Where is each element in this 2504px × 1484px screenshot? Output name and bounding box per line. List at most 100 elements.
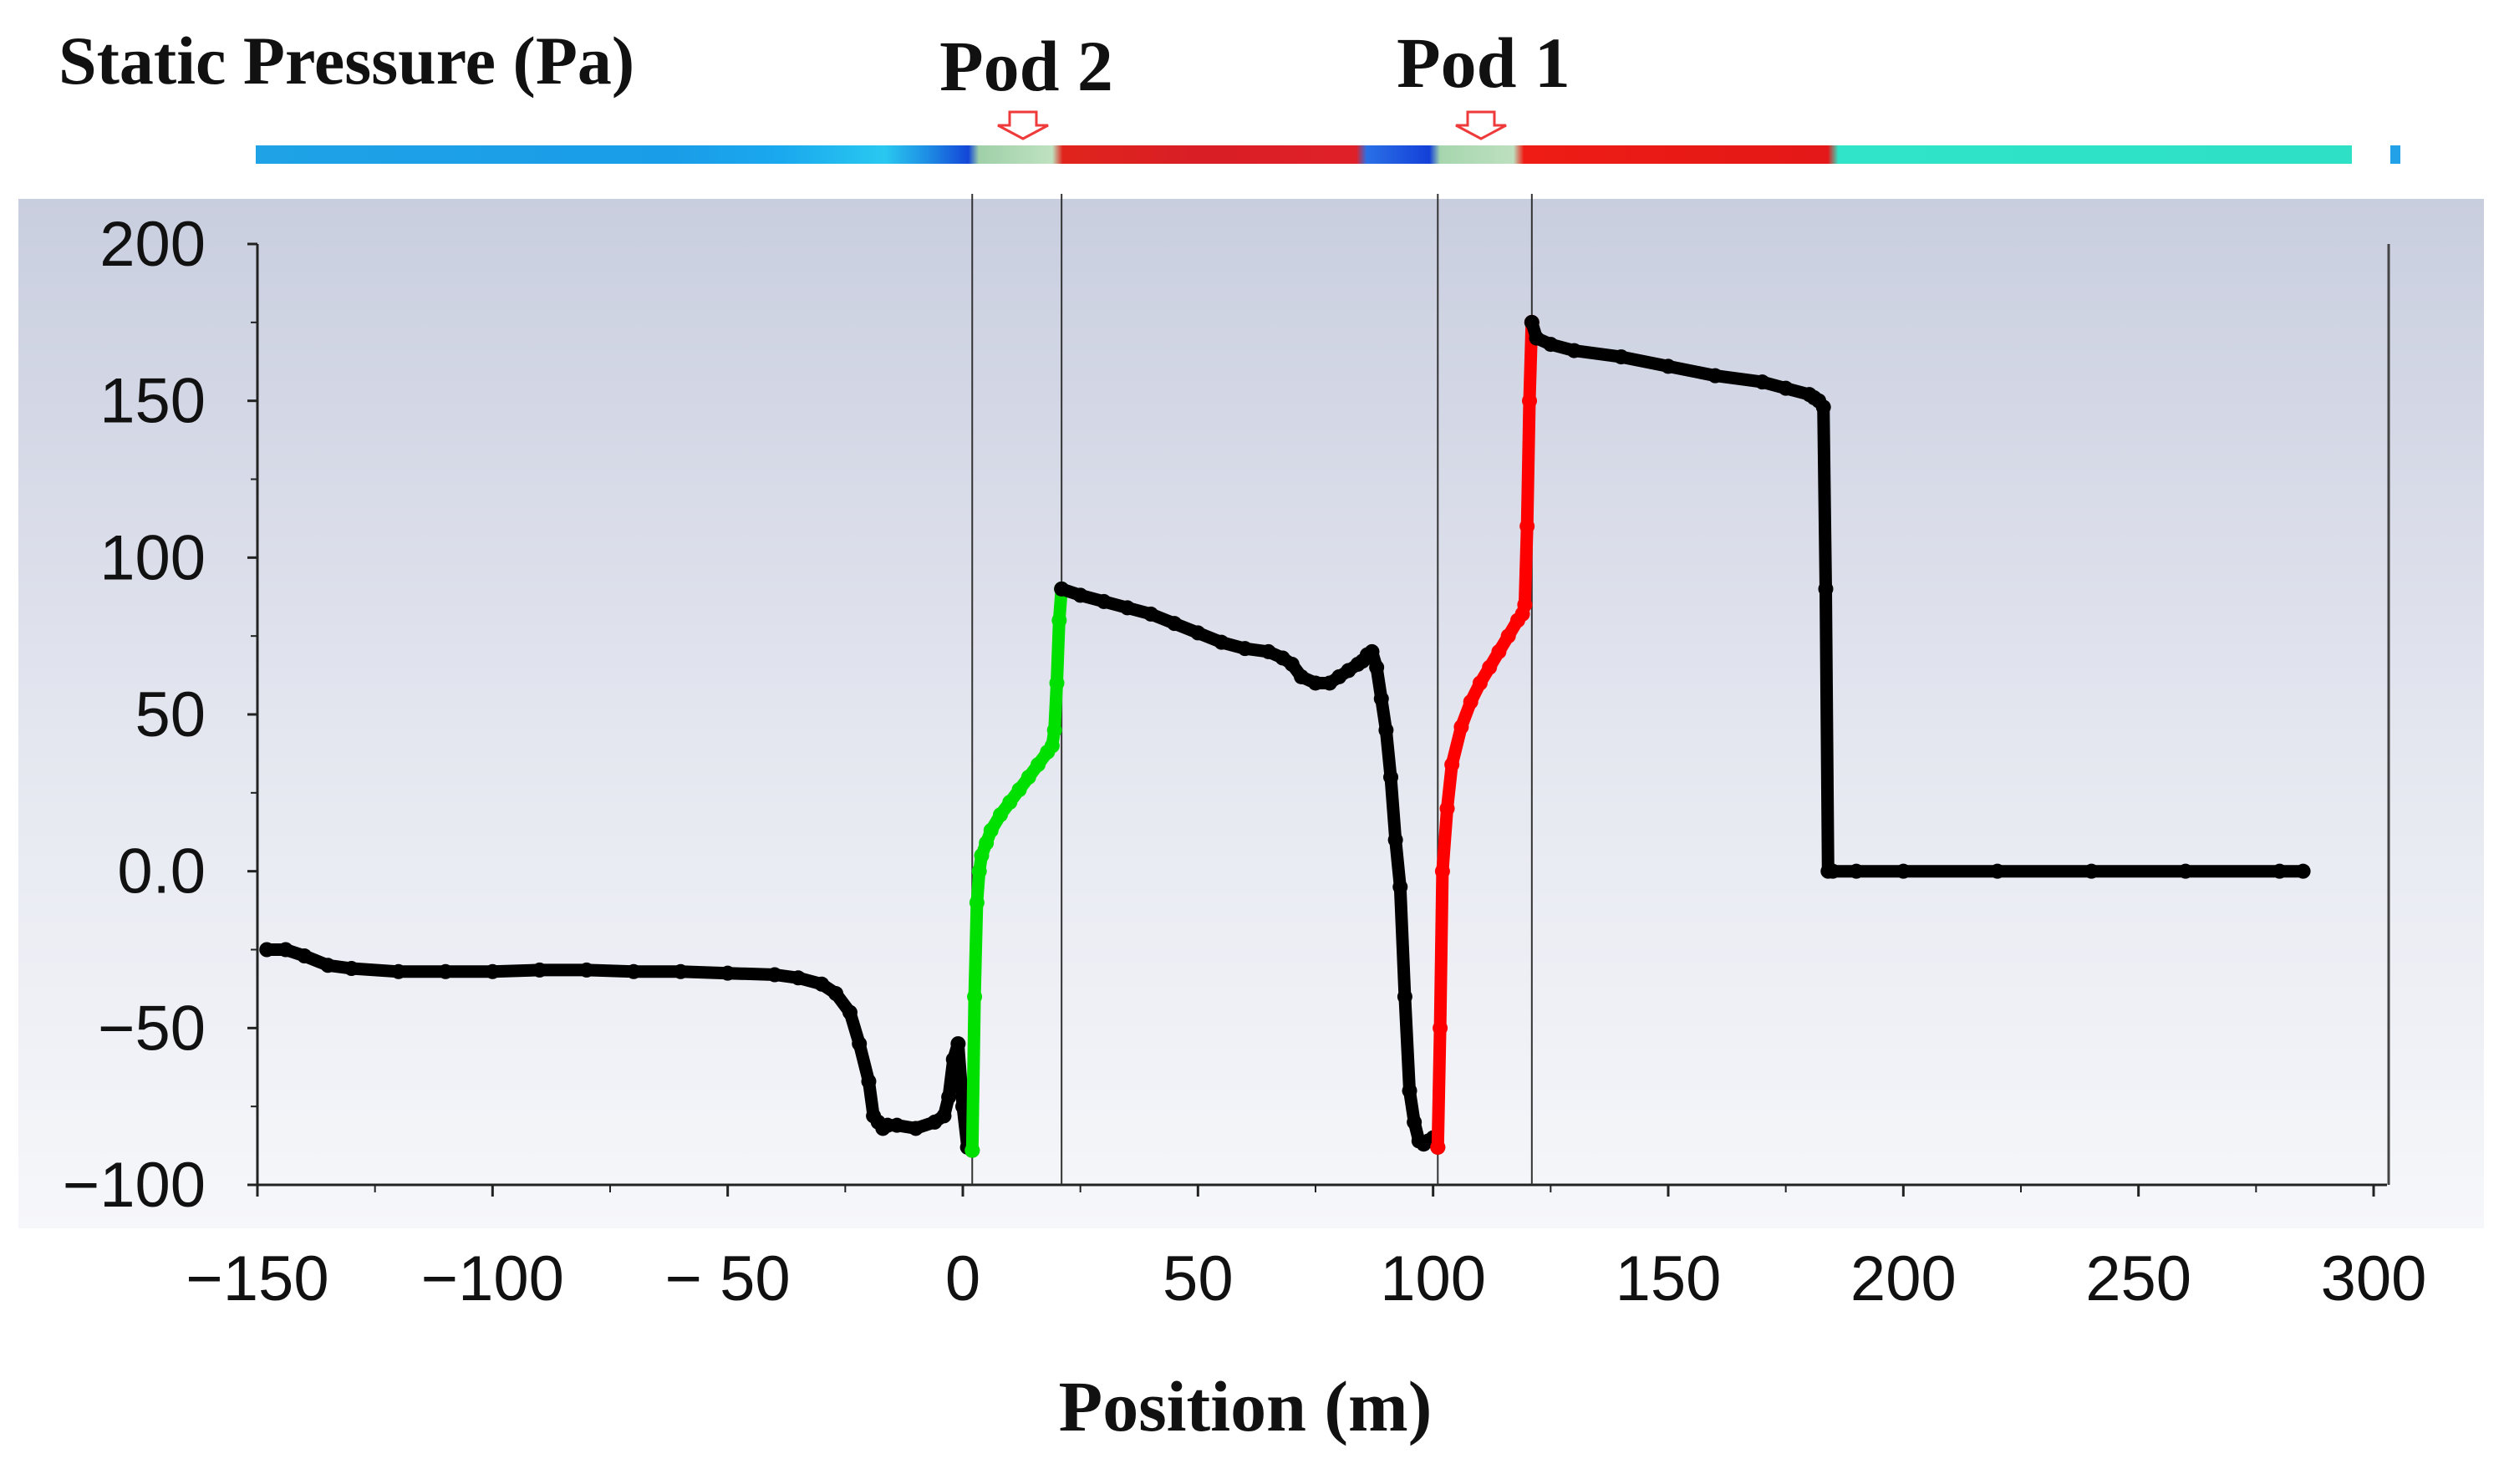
data-point-pod-2 [983,822,999,838]
data-point-downstream [1815,399,1831,415]
data-point-downstream [1613,349,1629,365]
data-point-upstream [720,965,735,981]
data-point-pod-2 [979,835,995,851]
y-tick-label: −100 [63,1150,206,1221]
data-point-downstream [2295,863,2311,879]
data-point-pod-1 [1522,393,1538,409]
data-point-downstream [1754,374,1770,390]
data-point-upstream [390,963,406,979]
data-point-downstream [1896,863,1911,879]
data-point-upstream [297,948,313,964]
y-tick-label: 150 [99,366,206,437]
data-point-upstream [941,1089,957,1105]
data-point-downstream [1778,380,1794,396]
data-point-between-pods [1294,668,1310,684]
series-line-upstream [260,943,979,1157]
data-point-upstream [842,1004,858,1020]
data-point-pod-1 [1519,518,1535,534]
data-point-downstream [1989,863,2005,879]
data-point-between-pods [1308,675,1323,691]
data-point-pod-1 [1439,800,1455,816]
data-point-between-pods [1284,656,1300,672]
data-point-upstream [438,963,454,979]
data-point-upstream [277,942,293,958]
data-point-between-pods [1397,988,1412,1004]
y-tick-label: 0.0 [117,836,206,907]
data-point-pod-2 [974,847,990,863]
data-point-downstream [1661,358,1676,374]
data-point-between-pods [1369,659,1385,675]
data-point-between-pods [1387,832,1403,848]
tick-marks [247,242,2375,1197]
data-point-between-pods [1364,643,1380,659]
tick-labels: −100 −50 0.0 50 100 150 200 −150 −100 − 50 0 50 100 1… [63,209,2427,1314]
data-point-pod-1 [1482,659,1498,675]
data-point-downstream [1529,330,1545,346]
x-tick-label: 300 [2321,1243,2427,1314]
data-point-downstream [1818,581,1834,597]
data-point-pod-2 [1011,782,1027,798]
data-point-upstream [908,1121,924,1136]
data-point-pod-1 [1430,1139,1446,1155]
data-point-between-pods [1373,691,1389,707]
data-point-pod-2 [1049,675,1065,691]
y-tick-label: 100 [99,522,206,593]
data-point-between-pods [1237,641,1253,657]
x-tick-label: −100 [421,1243,564,1314]
data-point-between-pods [1119,600,1135,616]
data-point-upstream [791,970,807,986]
y-tick-label: 50 [135,679,206,750]
data-point-upstream [485,963,501,979]
data-point-pod-2 [969,895,985,911]
plot-background [18,199,2484,1228]
data-point-between-pods [1072,587,1088,603]
data-point-pod-1 [1500,628,1516,644]
data-point-upstream [828,986,844,1002]
data-point-downstream [1708,368,1723,384]
data-point-upstream [950,1036,966,1052]
x-axis-title: Position (m) [1059,1366,1433,1446]
chart-title: Static Pressure (Pa) [59,23,634,99]
data-point-downstream [2177,863,2193,879]
data-point-between-pods [1143,606,1159,622]
data-point-pod-1 [1453,719,1469,735]
data-point-upstream [852,1036,868,1052]
data-point-pod-1 [1463,694,1478,709]
data-point-between-pods [1407,1114,1422,1130]
x-tick-label: 250 [2085,1243,2191,1314]
data-point-upstream [889,1117,905,1133]
data-point-pod-1 [1434,863,1450,879]
data-point-upstream [344,961,359,977]
data-point-downstream [1566,343,1582,358]
data-point-upstream [259,942,275,958]
data-point-downstream [1524,314,1540,330]
data-point-between-pods [1383,770,1399,785]
data-point-upstream [936,1108,952,1124]
data-point-between-pods [1054,581,1070,597]
pod-1-label: Pod 1 [1397,23,1570,103]
y-tick-label: 200 [99,209,206,280]
data-point-between-pods [1190,625,1206,641]
data-point-upstream [955,1099,970,1115]
data-point-between-pods [1214,634,1229,650]
data-point-downstream [1825,863,1840,879]
data-point-downstream [2272,863,2288,879]
data-point-pod-2 [1002,795,1018,811]
tunnel-pressure-strip [256,145,2352,164]
data-point-between-pods [1167,616,1183,632]
y-tick-label: −50 [98,993,206,1064]
data-point-upstream [532,962,547,978]
data-point-downstream [1543,337,1559,353]
x-tick-label: − 50 [665,1243,791,1314]
data-point-upstream [861,1074,877,1090]
x-tick-label: 200 [1850,1243,1957,1314]
pod-2-label: Pod 2 [939,26,1113,106]
data-point-pod-2 [1046,722,1062,738]
data-point-between-pods [1402,1083,1417,1099]
data-point-pod-1 [1433,1020,1448,1036]
data-point-pod-2 [971,863,987,879]
x-tick-label: 150 [1616,1243,1722,1314]
data-point-pod-2 [1044,738,1060,754]
data-point-downstream [2084,863,2099,879]
data-point-upstream [673,963,689,979]
